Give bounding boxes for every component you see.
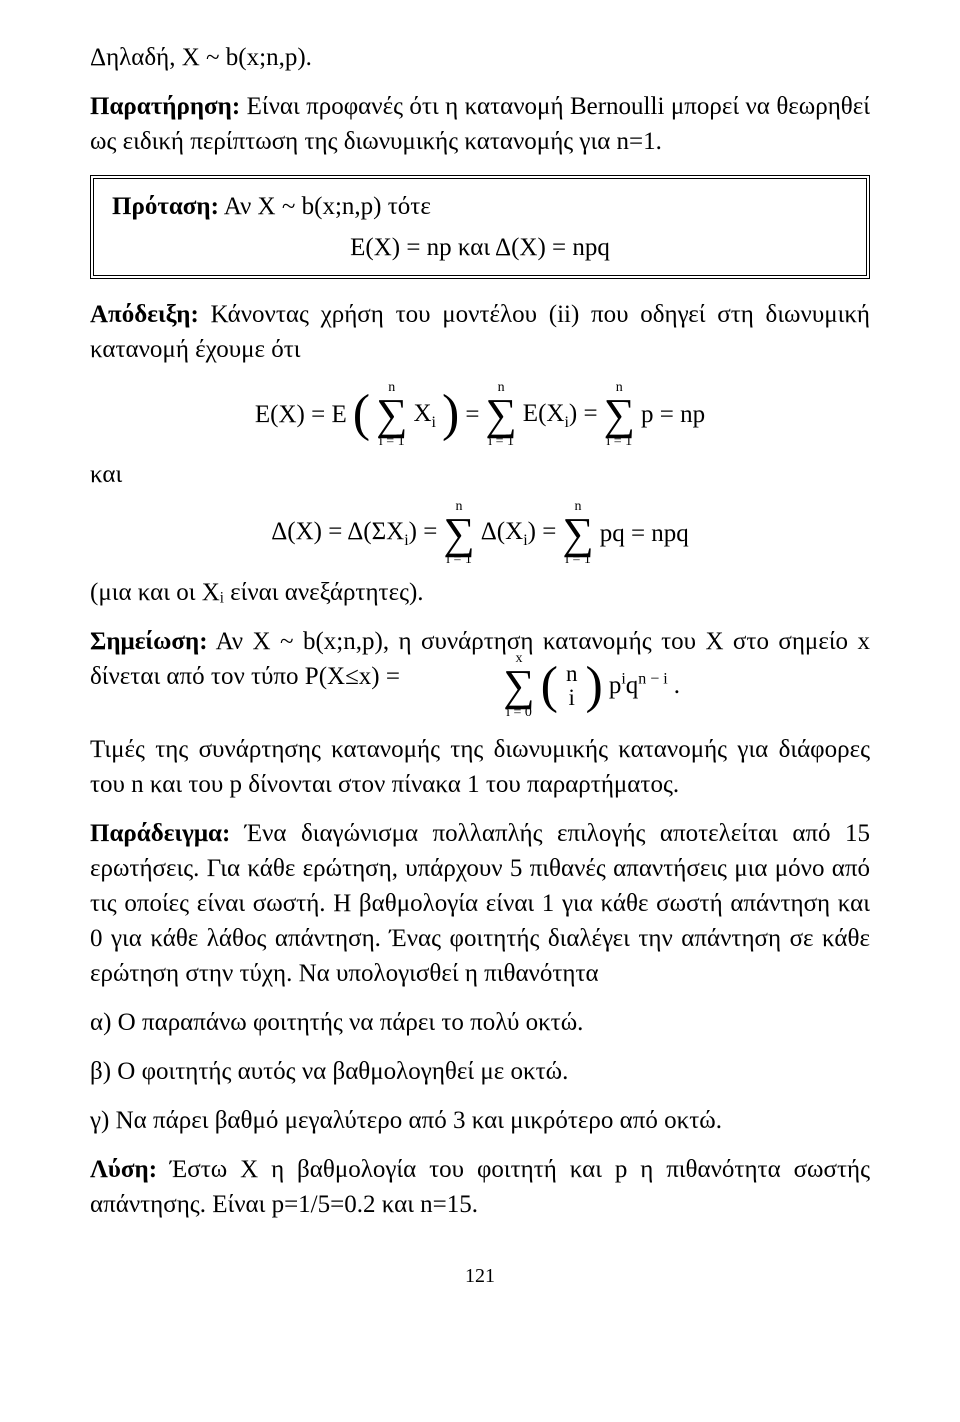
proof-text: Κάνοντας χρήση του μοντέλου (ii) που οδη… [90,301,870,363]
eq-exi: E(Xi) = [523,396,598,434]
sigma-icon: ∑ [376,395,407,435]
sigma-icon: ∑ [503,666,534,706]
solution-paragraph: Λύση: Έστω Χ η βαθμολογία του φοιτητή κα… [90,1152,870,1222]
big-paren-right-icon: ) [586,663,603,710]
sum-lower: i = 1 [488,435,514,449]
remark-label: Παρατήρηση: [90,93,240,120]
note-text-2: Τιμές της συνάρτησης κατανομής της διωνυ… [90,732,870,802]
sum-symbol: n ∑ i = 1 [604,381,635,449]
example-paragraph: Παράδειγμα: Ένα διαγώνισμα πολλαπλής επι… [90,816,870,991]
page-number: 121 [90,1262,870,1290]
note-label: Σημείωση: [90,628,208,655]
solution-label: Λύση: [90,1156,157,1183]
document-page: Δηλαδή, Χ ~ b(x;n,p). Παρατήρηση: Είναι … [0,0,960,1422]
equation-variance: Δ(Χ) = Δ(ΣΧi) = n ∑ i = 1 Δ(Xi) = n ∑ i … [90,500,870,568]
sum-symbol: n ∑ i = 1 [443,500,474,568]
note-text-1: Αν Χ ~ b(x;n,p), η συνάρτηση κατανομής τ… [90,628,870,690]
binomial-coef: n i [564,662,580,710]
eq-xi: Xi [413,396,436,434]
sum-lower: i = 1 [606,435,632,449]
sum-symbol: n ∑ i = 1 [562,500,593,568]
binom-bot: i [569,686,575,710]
sigma-icon: ∑ [604,395,635,435]
proof-label: Απόδειξη: [90,301,199,328]
sum-lower: i = 0 [506,706,532,720]
sum-symbol: n ∑ i = 1 [485,381,516,449]
sigma-icon: ∑ [443,514,474,554]
solution-text: Έστω Χ η βαθμολογία του φοιτητή και p η … [90,1156,870,1218]
proof-intro: Απόδειξη: Κάνοντας χρήση του μοντέλου (i… [90,297,870,367]
sigma-icon: ∑ [485,395,516,435]
cdf-period: . [674,668,680,703]
eq2-tail: pq = npq [600,516,689,551]
eq-tail: p = np [641,397,705,432]
eq-lead: Ε(Χ) = Ε [255,397,347,432]
sum-lower: i = 1 [446,553,472,567]
question-b: β) Ο φοιτητής αυτός να βαθμολογηθεί με ο… [90,1054,870,1089]
eq2-lead: Δ(Χ) = Δ(ΣΧi) = [271,514,437,552]
example-label: Παράδειγμα: [90,820,230,847]
proposition-text: Αν Χ ~ b(x;n,p) τότε [219,193,431,220]
binom-top: n [566,662,578,686]
sum-lower: i = 1 [379,435,405,449]
equation-expectation: Ε(Χ) = Ε ( n ∑ i = 1 Xi ) = n ∑ i = 1 E(… [90,381,870,449]
and-word: και [90,457,870,492]
intro-line: Δηλαδή, Χ ~ b(x;n,p). [90,40,870,75]
proposition-label: Πρόταση: [112,193,219,220]
independence-note: (μια και οι Χᵢ είναι ανεξάρτητες). [90,575,870,610]
proposition-equation: Ε(Χ) = np και Δ(Χ) = npq [112,230,848,265]
proposition-line1: Πρόταση: Αν Χ ~ b(x;n,p) τότε [112,189,848,224]
eq-equals: = [465,397,479,432]
big-paren-left-icon: ( [541,663,558,710]
question-a: α) Ο παραπάνω φοιτητής να πάρει το πολύ … [90,1005,870,1040]
sigma-icon: ∑ [562,514,593,554]
proposition-box: Πρόταση: Αν Χ ~ b(x;n,p) τότε Ε(Χ) = np … [90,175,870,279]
eq2-dxi: Δ(Xi) = [481,514,557,552]
sum-lower: i = 1 [565,553,591,567]
big-paren-right-icon: ) [442,391,459,438]
cdf-term: piqn − i [609,668,668,703]
question-c: γ) Να πάρει βαθμό μεγαλύτερο από 3 και μ… [90,1103,870,1138]
remark-paragraph: Παρατήρηση: Είναι προφανές ότι η κατανομ… [90,89,870,159]
sum-symbol: x ∑ i = 0 [503,652,534,720]
big-paren-left-icon: ( [353,391,370,438]
sum-symbol: n ∑ i = 1 [376,381,407,449]
note-paragraph: Σημείωση: Αν Χ ~ b(x;n,p), η συνάρτηση κ… [90,624,870,694]
